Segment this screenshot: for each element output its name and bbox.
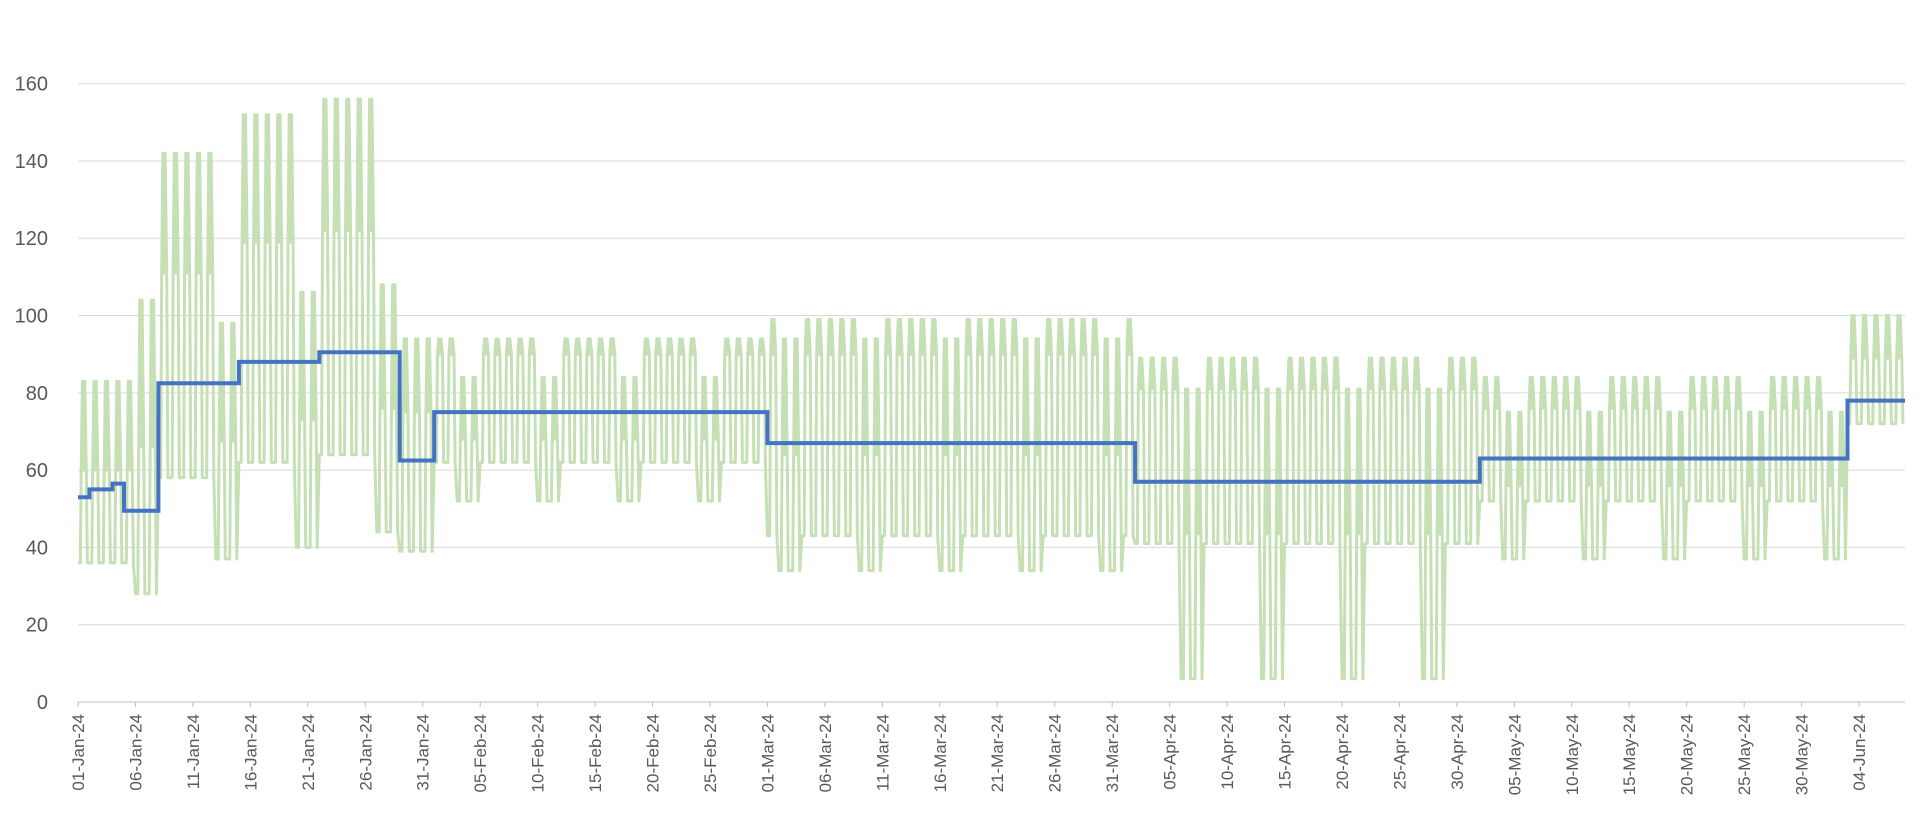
x-tick-label: 25-Apr-24 <box>1390 714 1409 790</box>
x-tick-label: 31-Mar-24 <box>1103 714 1122 792</box>
x-tick-label: 21-Mar-24 <box>988 714 1007 792</box>
plot-area <box>78 97 1905 681</box>
y-tick-label: 0 <box>37 692 48 714</box>
y-tick-label: 160 <box>15 74 48 96</box>
x-tick-label: 15-May-24 <box>1620 714 1639 795</box>
hourly-demand-line <box>78 97 1905 681</box>
x-tick-label: 20-May-24 <box>1678 714 1697 795</box>
x-tick-label: 30-Apr-24 <box>1448 714 1467 790</box>
x-tick-label: 21-Jan-24 <box>299 714 318 791</box>
x-tick-label: 15-Feb-24 <box>586 714 605 792</box>
x-tick-label: 01-Jan-24 <box>69 714 88 791</box>
x-tick-label: 15-Apr-24 <box>1276 714 1295 790</box>
x-tick-label: 25-May-24 <box>1735 714 1754 795</box>
x-tick-label: 05-Feb-24 <box>471 714 490 792</box>
x-tick-label: 05-May-24 <box>1505 714 1524 795</box>
x-axis: 01-Jan-24 06-Jan-24 11-Jan-24 16-Jan-24 21-J… <box>69 701 1905 795</box>
x-tick-label: 31-Jan-24 <box>414 714 433 791</box>
x-tick-label: 26-Jan-24 <box>356 714 375 791</box>
x-tick-label: 30-May-24 <box>1793 714 1812 795</box>
x-tick-label: 11-Mar-24 <box>873 714 892 791</box>
x-tick-label: 20-Apr-24 <box>1333 714 1352 790</box>
y-tick-label: 20 <box>26 615 48 637</box>
y-tick-label: 80 <box>26 383 48 405</box>
y-tick-label: 60 <box>26 460 48 482</box>
x-tick-label: 25-Feb-24 <box>701 714 720 792</box>
x-tick-label: 06-Mar-24 <box>816 714 835 792</box>
x-tick-label: 10-Feb-24 <box>529 714 548 792</box>
x-tick-label: 06-Jan-24 <box>126 714 145 791</box>
x-tick-label: 16-Mar-24 <box>931 714 950 792</box>
y-tick-label: 40 <box>26 537 48 559</box>
y-axis: 0 20 40 60 80 100 120 140 160 <box>15 74 48 714</box>
x-tick-label: 01-Mar-24 <box>758 714 777 792</box>
x-tick-label: 16-Jan-24 <box>241 714 260 791</box>
x-tick-label: 11-Jan-24 <box>184 714 203 789</box>
y-tick-label: 120 <box>15 228 48 250</box>
x-tick-label: 20-Feb-24 <box>644 714 663 792</box>
y-tick-label: 100 <box>15 306 48 328</box>
x-tick-label: 10-Apr-24 <box>1218 714 1237 790</box>
x-tick-label: 05-Apr-24 <box>1161 714 1180 790</box>
x-tick-label: 04-Jun-24 <box>1850 714 1869 791</box>
y-tick-label: 140 <box>15 151 48 173</box>
x-tick-label: 10-May-24 <box>1563 714 1582 795</box>
x-tick-label: 26-Mar-24 <box>1046 714 1065 792</box>
capacity-step-line <box>78 350 1905 513</box>
